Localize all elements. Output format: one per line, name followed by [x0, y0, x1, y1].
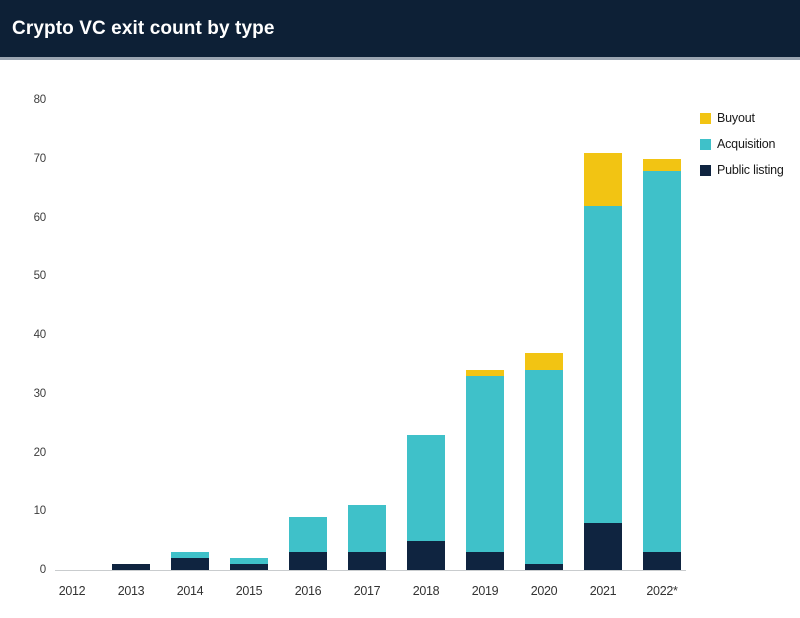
- legend-item-buyout: Buyout: [700, 105, 784, 131]
- legend-swatch-acquisition: [700, 138, 711, 150]
- bar-segment-acquisition-2019: [466, 376, 504, 553]
- header-bar: Crypto VC exit count by type: [0, 0, 800, 60]
- bar-segment-buyout-2020: [525, 352, 563, 371]
- legend-label-acquisition: Acquisition: [717, 137, 776, 151]
- bar-segment-acquisition-2021: [584, 205, 622, 523]
- bar-segment-acquisition-2020: [525, 370, 563, 565]
- legend-item-acquisition: Acquisition: [700, 131, 784, 157]
- x-axis-label-2014: 2014: [176, 584, 204, 598]
- bar-segment-public-listing-2014: [171, 558, 209, 570]
- y-axis-tick-label: 10: [33, 505, 47, 518]
- legend-swatch-public-listing: [700, 164, 711, 176]
- x-axis-label-2020: 2020: [530, 584, 558, 598]
- bar-segment-public-listing-2020: [525, 564, 563, 570]
- bar-segment-public-listing-2022: [643, 552, 681, 570]
- legend-swatch-buyout: [700, 112, 711, 124]
- bar-segment-acquisition-2018: [407, 434, 445, 541]
- y-axis-tick-label: 20: [33, 446, 47, 459]
- bar-segment-public-listing-2021: [584, 523, 622, 570]
- bar-segment-public-listing-2018: [407, 540, 445, 570]
- x-axis-label-2012: 2012: [58, 584, 86, 598]
- bar-segment-public-listing-2015: [230, 564, 268, 570]
- legend-item-public-listing: Public listing: [700, 157, 784, 183]
- bar-segment-public-listing-2017: [348, 552, 386, 570]
- bar-segment-public-listing-2019: [466, 552, 504, 570]
- bar-segment-buyout-2019: [466, 370, 504, 377]
- chart-title: Crypto VC exit count by type: [12, 17, 275, 39]
- bar-segment-buyout-2021: [584, 152, 622, 206]
- y-axis-tick-label: 0: [39, 564, 46, 576]
- x-axis-label-2019: 2019: [471, 584, 499, 598]
- x-axis-label-2018: 2018: [412, 584, 440, 598]
- bar-segment-acquisition-2022: [643, 170, 681, 553]
- legend-label-buyout: Buyout: [717, 111, 755, 125]
- x-axis-label-2013: 2013: [117, 584, 145, 598]
- x-axis-label-2016: 2016: [294, 584, 322, 598]
- y-axis-tick-label: 30: [33, 387, 47, 400]
- bar-segment-acquisition-2017: [348, 505, 386, 553]
- bar-segment-acquisition-2016: [289, 517, 327, 553]
- bar-segment-acquisition-2015: [230, 558, 268, 565]
- y-axis-tick-label: 60: [33, 211, 47, 224]
- bar-segment-buyout-2022: [643, 158, 681, 171]
- x-axis-label-2015: 2015: [235, 584, 263, 598]
- bar-segment-acquisition-2014: [171, 552, 209, 559]
- y-axis-tick-label: 80: [33, 94, 47, 106]
- x-axis-line: [55, 570, 686, 571]
- y-axis-tick-label: 40: [33, 329, 47, 341]
- x-axis-label-2022: 2022*: [646, 584, 678, 598]
- legend-label-public-listing: Public listing: [717, 163, 784, 177]
- x-axis-label-2017: 2017: [353, 584, 381, 598]
- legend: Buyout Acquisition Public listing: [700, 105, 784, 183]
- bar-segment-public-listing-2016: [289, 552, 327, 570]
- x-axis-label-2021: 2021: [589, 584, 617, 598]
- y-axis-tick-label: 70: [33, 152, 47, 165]
- y-axis-tick-label: 50: [33, 270, 47, 283]
- bar-segment-public-listing-2013: [112, 564, 150, 570]
